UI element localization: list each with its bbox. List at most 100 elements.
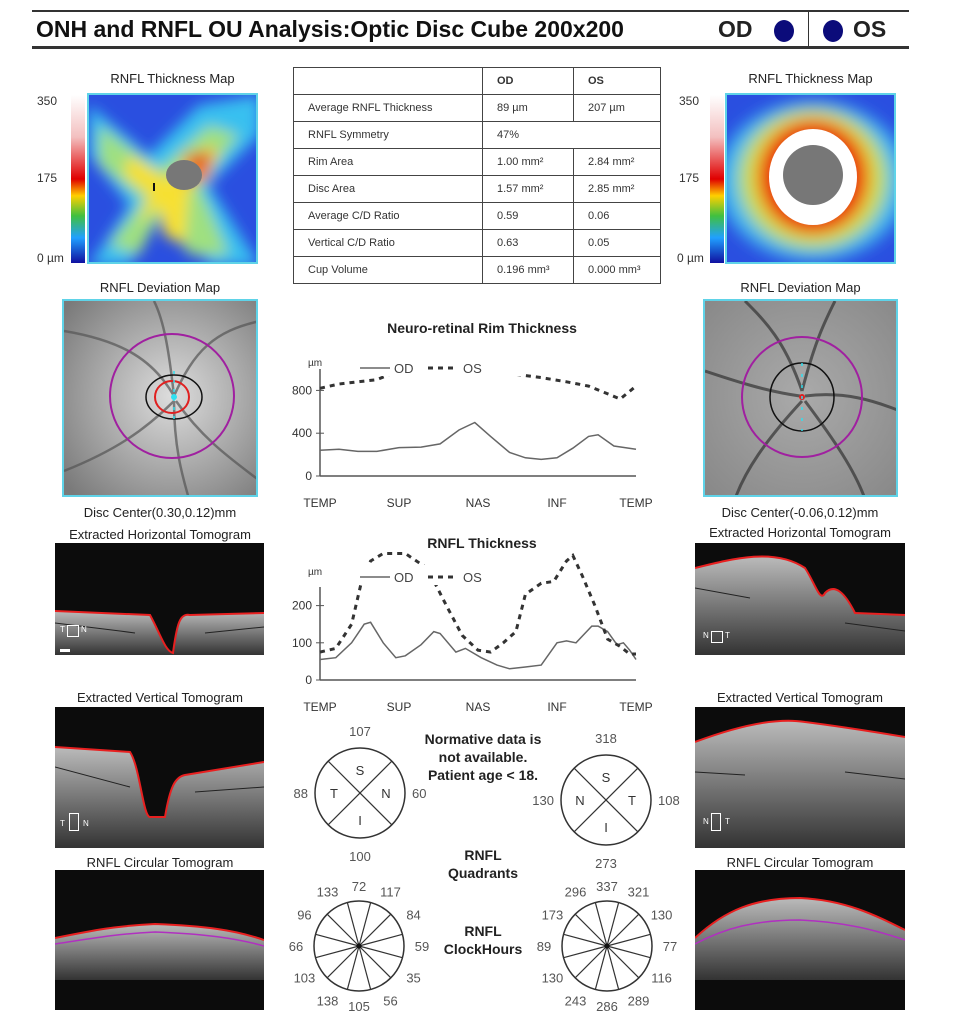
rnfl-thickness-chart: 0 100 200 TEMP SUP NAS INF TEMP µm OD OS [292, 552, 653, 714]
od-vertical-tomogram-title: Extracted Vertical Tomogram [77, 690, 243, 705]
od-quadrant-value-i: 100 [349, 849, 371, 864]
od-thickness-map-title: RNFL Thickness Map [110, 71, 235, 86]
od-clock-spoke [358, 945, 372, 990]
quadrants-label-2: Quadrants [447, 865, 518, 881]
od-h-orientation-t: T [60, 625, 65, 634]
od-clock-spoke [358, 902, 372, 947]
legend-od-label: OD [394, 361, 414, 376]
od-clock-spoke [346, 902, 360, 947]
os-clockhour-value: 321 [628, 884, 650, 899]
row-label: Average RNFL Thickness [293, 94, 483, 122]
od-value: 1.00 mm² [482, 148, 574, 176]
os-clockhour-value: 296 [565, 884, 587, 899]
od-clock-spoke [315, 945, 360, 959]
od-value: 0.63 [482, 229, 574, 257]
y-unit-label: µm [308, 358, 322, 369]
od-vertical-tomogram: T N [55, 707, 264, 848]
table-header-od: OD [482, 67, 574, 95]
od-quadrant-letter-s: S [356, 763, 365, 778]
od-circular-tomogram-title: RNFL Circular Tomogram [86, 855, 234, 870]
table-row: Average C/D Ratio 0.59 0.06 [293, 202, 661, 230]
clockhours-label-2: ClockHours [443, 941, 523, 957]
od-clock-spoke [358, 913, 392, 947]
os-h-orientation-box [711, 631, 723, 643]
os-clockhour-value: 286 [596, 999, 618, 1014]
os-clockhour-value: 116 [651, 971, 672, 986]
table-row: Disc Area 1.57 mm² 2.85 mm² [293, 175, 661, 203]
os-scale-mid: 175 [679, 171, 700, 185]
od-scale-max: 350 [37, 94, 58, 108]
os-clock-spoke [574, 913, 608, 947]
page-title: ONH and RNFL OU Analysis:Optic Disc Cube… [36, 16, 624, 42]
od-eye-icon [774, 20, 794, 42]
os-quadrant-value-left: 130 [532, 793, 554, 808]
clockhours-label: RNFL ClockHours [423, 922, 543, 958]
od-value: 0.59 [482, 202, 574, 230]
os-clockhour-value: 173 [542, 908, 564, 923]
x-tick-label: INF [547, 700, 566, 714]
od-clockhour-value: 66 [289, 939, 303, 954]
header-bottom-rule [32, 46, 909, 49]
od-clockhour-value: 56 [383, 994, 397, 1009]
od-quadrant-letter-left: T [330, 786, 338, 801]
os-quadrant-value-i: 273 [595, 856, 617, 871]
od-value: 89 µm [482, 94, 574, 122]
os-deviation-map [703, 299, 898, 497]
os-label: OS [853, 16, 887, 42]
od-quadrant-divider [327, 760, 393, 826]
rim-chart-title: Neuro-retinal Rim Thickness [387, 320, 577, 336]
os-clock-spoke [563, 945, 608, 959]
x-tick-label: TEMP [303, 496, 336, 510]
od-circular-tomogram [55, 870, 264, 1010]
row-label: Disc Area [293, 175, 483, 203]
os-clock-spoke [606, 902, 620, 947]
od-value: 0.196 mm³ [482, 256, 574, 284]
x-tick-label: NAS [466, 496, 491, 510]
legend-os-label: OS [463, 570, 482, 585]
os-clockhour-value: 243 [565, 994, 587, 1009]
od-quadrant-value-right: 60 [412, 786, 426, 801]
os-value: 0.05 [573, 229, 661, 257]
os-clock-spoke [606, 933, 651, 947]
os-v-orientation-box [711, 813, 721, 831]
x-tick-label: TEMP [619, 700, 652, 714]
os-clockhour-value: 130 [542, 971, 564, 986]
od-clockhour-value: 103 [294, 971, 316, 986]
od-clock-spoke [358, 933, 403, 947]
od-v-orientation-n: N [83, 819, 89, 828]
od-clockhour-value: 105 [348, 999, 370, 1014]
legend-box [358, 565, 523, 585]
measurements-table: OD OS Average RNFL Thickness 89 µm 207 µm … [293, 67, 661, 284]
os-thickness-map [725, 93, 896, 264]
legend-od-label: OD [394, 570, 414, 585]
od-clockhour-value: 84 [406, 908, 420, 923]
table-header-row: OD OS [293, 67, 661, 95]
header-top-rule [32, 10, 909, 12]
table-row: Cup Volume 0.196 mm³ 0.000 mm³ [293, 256, 661, 284]
os-clock-spoke [563, 933, 608, 947]
x-tick-label: TEMP [619, 496, 652, 510]
os-eye-icon [823, 20, 843, 42]
os-v-orientation-n: N [703, 817, 709, 826]
od-h-orientation-n: N [81, 625, 87, 634]
od-clock-circle [313, 900, 405, 992]
os-clock-spoke [606, 945, 620, 990]
os-quadrant-letter-i: I [604, 820, 608, 835]
od-h-orientation-box [67, 625, 79, 637]
table-row: Average RNFL Thickness 89 µm 207 µm [293, 94, 661, 122]
os-disc-center: Disc Center(-0.06,0.12)mm [721, 505, 879, 520]
y-tick-label: 0 [305, 469, 312, 483]
os-quadrant-letter-s: S [602, 770, 611, 785]
quadrants-label: RNFL Quadrants [423, 846, 543, 882]
y-tick-label: 100 [292, 636, 312, 650]
od-clockhour-value: 117 [380, 884, 401, 899]
od-deviation-map-title: RNFL Deviation Map [99, 280, 221, 295]
os-quadrant-circle [560, 754, 652, 846]
row-label: Average C/D Ratio [293, 202, 483, 230]
os-circular-tomogram [695, 870, 905, 1010]
od-quadrant-divider [327, 760, 393, 826]
os-thickness-map-title: RNFL Thickness Map [748, 71, 873, 86]
od-horizontal-tomogram-title: Extracted Horizontal Tomogram [69, 527, 251, 542]
normative-line-3: Patient age < 18. [427, 767, 539, 783]
os-value: 2.84 mm² [573, 148, 661, 176]
